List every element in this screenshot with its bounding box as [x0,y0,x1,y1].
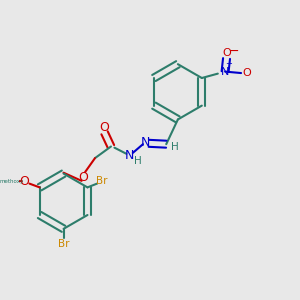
Text: O: O [242,68,251,78]
Text: −: − [229,45,239,58]
Text: Br: Br [58,239,69,249]
Text: H: H [134,156,142,166]
Text: O: O [78,171,88,184]
Text: H: H [170,142,178,152]
Text: O: O [100,121,110,134]
Text: N: N [221,67,229,76]
Text: N: N [141,136,151,148]
Text: Br: Br [96,176,108,186]
Text: N: N [125,149,135,162]
Text: +: + [225,59,232,68]
Text: methoxy: methoxy [0,179,23,184]
Text: O: O [19,175,29,188]
Text: O: O [222,48,231,58]
